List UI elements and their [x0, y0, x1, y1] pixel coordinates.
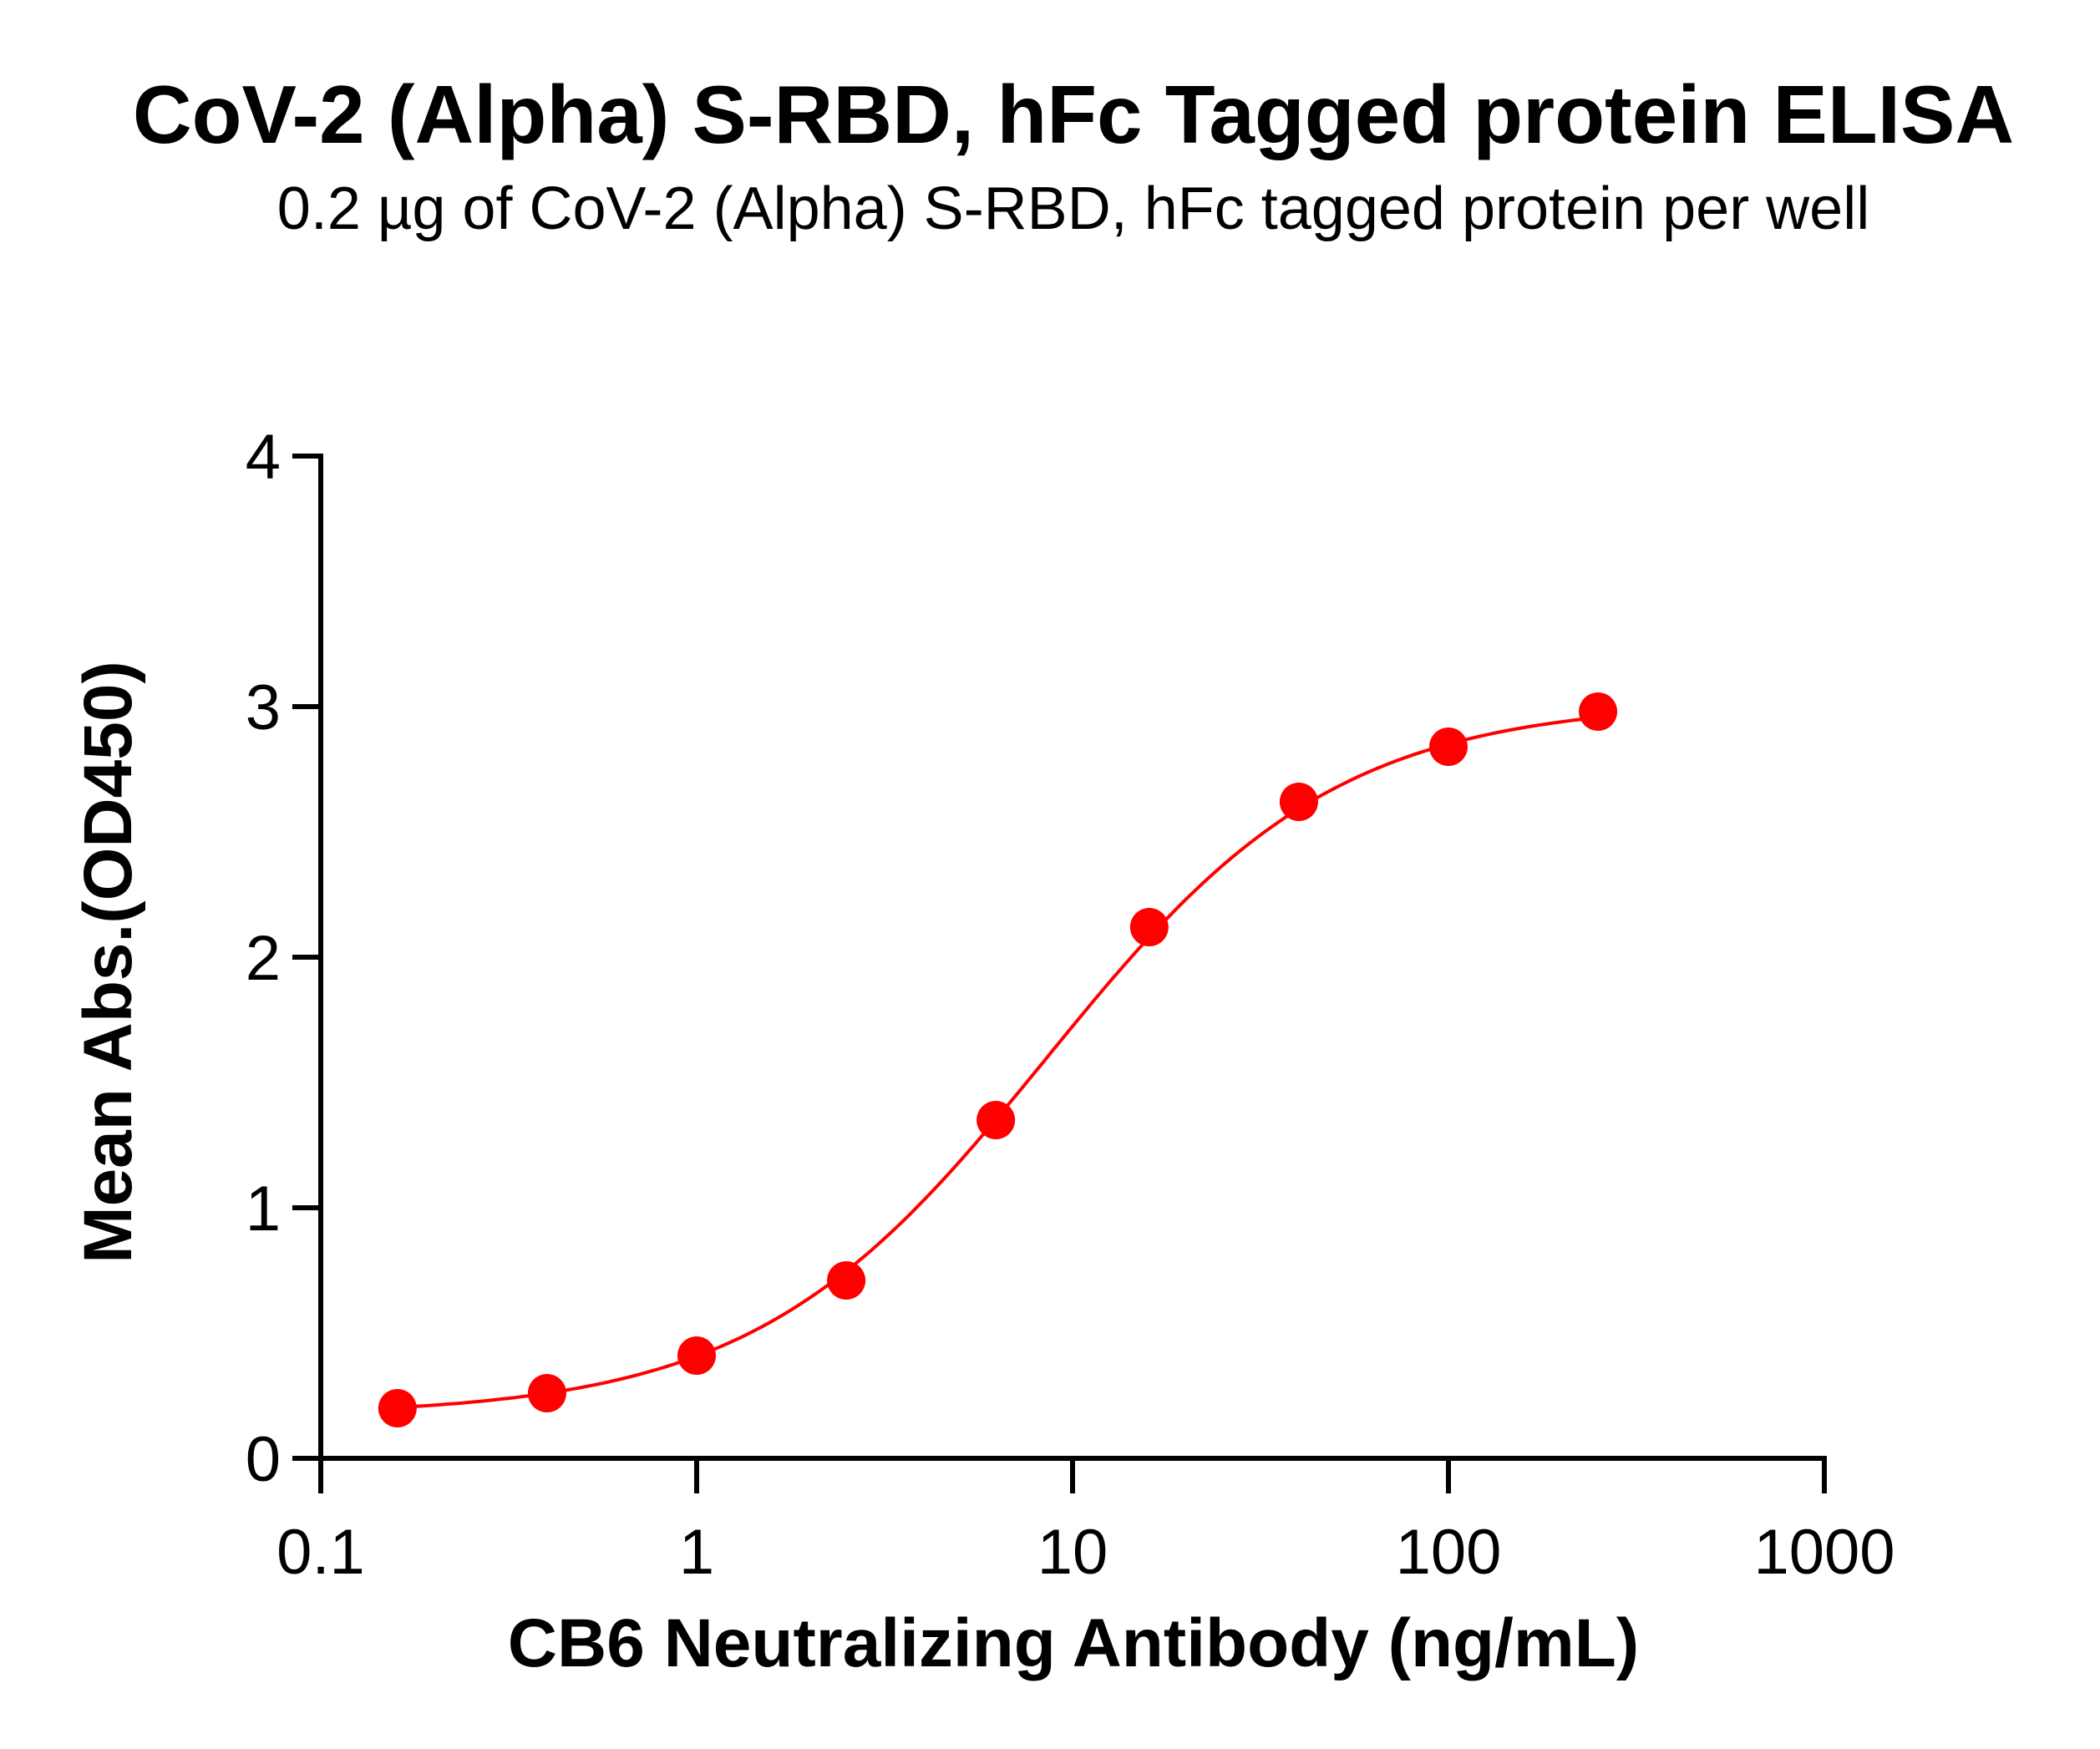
data-point — [827, 1261, 866, 1300]
data-point — [1129, 908, 1169, 946]
data-point — [976, 1101, 1016, 1139]
data-point — [1279, 783, 1318, 821]
axes: 0 1 2 3 4 0.1 1 10 100 1000 — [246, 422, 1895, 1588]
data-point — [1579, 692, 1618, 731]
x-tick-label: 10 — [1037, 1517, 1108, 1588]
x-tick-label: 1000 — [1753, 1517, 1895, 1588]
y-axis-label: Mean Abs.(OD450) — [70, 661, 146, 1264]
data-point — [527, 1374, 566, 1412]
x-tick-label: 1 — [679, 1517, 714, 1588]
chart-subtitle: 0.2 µg of CoV-2 (Alpha) S-RBD, hFc tagge… — [276, 175, 1870, 242]
x-tick-label: 100 — [1396, 1517, 1502, 1588]
y-tick-label: 4 — [246, 422, 281, 493]
data-point — [1429, 727, 1468, 766]
data-points — [378, 692, 1618, 1427]
fit-curve — [397, 715, 1599, 1410]
x-tick-label: 0.1 — [276, 1517, 365, 1588]
data-point — [677, 1336, 716, 1375]
y-tick-label: 0 — [246, 1424, 281, 1495]
chart-title: CoV-2 (Alpha) S-RBD, hFc Tagged protein … — [132, 68, 2015, 160]
x-axis-label: CB6 Neutralizing Antibody (ng/mL) — [507, 1605, 1640, 1681]
data-point — [378, 1389, 417, 1427]
y-tick-label: 2 — [246, 923, 281, 994]
y-tick-label: 1 — [246, 1174, 281, 1245]
y-tick-label: 3 — [246, 672, 281, 743]
